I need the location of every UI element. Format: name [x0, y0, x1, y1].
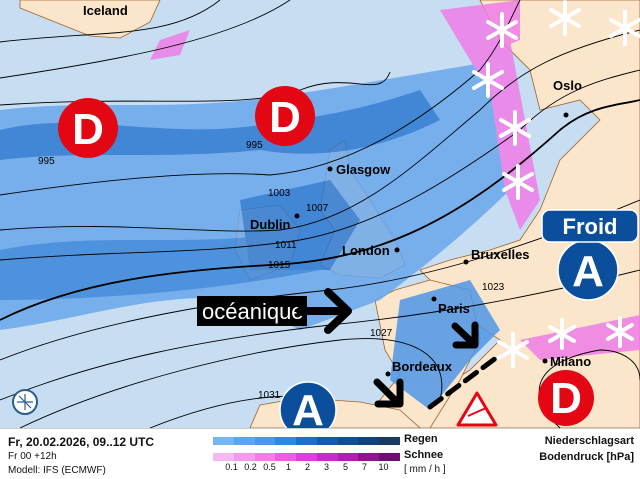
tick: 0.5 — [263, 462, 276, 472]
snowflake-icon — [499, 110, 531, 146]
unit-label: [ mm / h ] — [404, 464, 446, 475]
city-label-iceland: Iceland — [83, 3, 128, 18]
legend-footer: Fr, 20.02.2026, 09..12 UTC Fr 00 +12h Mo… — [0, 428, 640, 479]
scale-swatch — [296, 453, 317, 461]
svg-text:D: D — [269, 93, 301, 142]
iceland-land — [19, 0, 161, 39]
model-run: Fr 00 +12h — [8, 451, 57, 462]
snowflake-icon — [609, 10, 640, 46]
isobar-label: 1003 — [268, 188, 291, 199]
low-symbol: D — [58, 98, 118, 158]
tick: 1 — [285, 462, 291, 472]
snowflake-icon — [472, 62, 504, 98]
svg-text:D: D — [550, 374, 582, 423]
svg-text:D: D — [72, 105, 104, 154]
tick: 2 — [304, 462, 310, 472]
isobar-labels: 995 995 1003 1007 1011 1015 1023 1027 10… — [38, 140, 505, 401]
snowflake-icon — [606, 316, 634, 348]
tick: 5 — [342, 462, 348, 472]
isobar-label: 1011 — [275, 240, 297, 251]
oceanique-arrow: océanique — [197, 288, 352, 334]
cities: Iceland Oslo Glasgow Dublin London Bruxe… — [83, 3, 591, 377]
snowflake-icon — [548, 318, 576, 350]
froid-badge: Froid — [541, 209, 639, 243]
city-label-glasgow: Glasgow — [336, 162, 391, 177]
city-label-milano: Milano — [550, 354, 591, 369]
scale-swatch — [233, 453, 255, 461]
city-label-bordeaux: Bordeaux — [392, 359, 453, 374]
scale-swatch — [254, 453, 276, 461]
low-symbol: D — [255, 86, 315, 146]
city-label-paris: Paris — [438, 301, 470, 316]
isobar-label: 1031 — [258, 390, 281, 401]
forecast-date: Fr, 20.02.2026, 09..12 UTC — [8, 435, 155, 449]
scale-swatch — [337, 453, 359, 461]
svg-text:océanique: océanique — [202, 299, 304, 324]
scale-swatch — [379, 437, 401, 445]
arrow-icon — [373, 378, 404, 408]
scale-swatch — [337, 437, 359, 445]
globe-icon[interactable] — [12, 389, 38, 415]
svg-text:A: A — [572, 247, 604, 296]
snowflake-icon — [486, 12, 518, 48]
scale-swatch — [358, 453, 380, 461]
warning-triangle-icon — [456, 391, 498, 427]
low-pressure-symbols: D D D — [58, 86, 594, 426]
svg-text:Froid: Froid — [563, 214, 618, 239]
front-line — [427, 352, 503, 410]
arrow-icon — [296, 288, 352, 334]
high-symbol: A — [279, 381, 337, 428]
scale-swatch — [358, 437, 380, 445]
isobar-label: 995 — [246, 140, 263, 151]
arrow-icons — [373, 321, 503, 410]
high-symbol: A — [557, 239, 619, 301]
scale-swatch — [213, 453, 234, 461]
low-symbol: D — [538, 370, 594, 426]
city-label-oslo: Oslo — [553, 78, 582, 93]
isobars — [0, 0, 640, 428]
rain-label: Regen — [404, 433, 438, 445]
arrow-icon — [451, 321, 479, 349]
model-name: Modell: IFS (ECMWF) — [8, 465, 106, 476]
snow-color-scale — [213, 453, 401, 461]
scale-swatch — [316, 453, 338, 461]
tick: 3 — [323, 462, 329, 472]
snowflake-icon — [502, 164, 534, 200]
tick: 0.1 — [225, 462, 238, 472]
isobar-label: 1007 — [306, 203, 329, 214]
scale-swatch — [275, 437, 297, 445]
snow-label: Schnee — [404, 449, 444, 461]
isobar-label: 1023 — [482, 282, 505, 293]
city-label-dublin: Dublin — [250, 217, 290, 232]
scale-ticks: 0.1 0.2 0.5 1 2 3 5 7 10 — [222, 462, 393, 472]
scale-swatch — [275, 453, 297, 461]
svg-text:A: A — [292, 386, 324, 428]
scale-swatch — [233, 437, 255, 445]
isobar-label: 1027 — [370, 328, 393, 339]
isobar-label: 1015 — [268, 260, 291, 271]
weather-map: 995 995 1003 1007 1011 1015 1023 1027 10… — [0, 0, 640, 428]
scale-swatch — [296, 437, 317, 445]
snowflake-icons — [472, 0, 640, 368]
high-pressure-symbols: A A — [279, 239, 619, 428]
snowflake-icon — [497, 332, 529, 368]
snowflake-icon — [549, 0, 581, 36]
legend-title-pressure: Bodendruck [hPa] — [539, 451, 634, 463]
scale-swatch — [213, 437, 234, 445]
legend-title-precip-type: Niederschlagsart — [544, 435, 634, 447]
scale-swatch — [254, 437, 276, 445]
city-label-london: London — [342, 243, 390, 258]
rain-color-scale — [213, 437, 401, 445]
city-label-bruxelles: Bruxelles — [471, 247, 530, 262]
tick: 0.2 — [244, 462, 257, 472]
scale-swatch — [316, 437, 338, 445]
isobar-label: 995 — [38, 156, 55, 167]
tick: 7 — [361, 462, 367, 472]
tick: 10 — [378, 462, 389, 472]
scale-swatch — [379, 453, 401, 461]
